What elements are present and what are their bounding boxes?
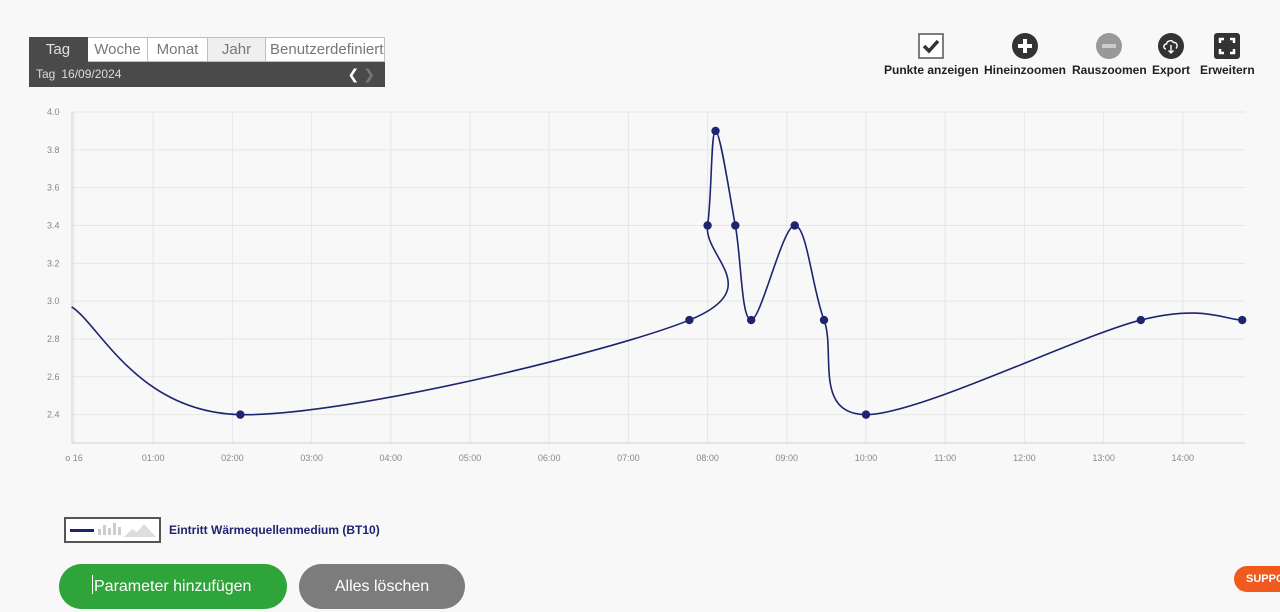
x-tick-label: 06:00 — [538, 453, 561, 463]
tab-year[interactable]: Jahr — [208, 37, 266, 62]
chevron-left-icon[interactable]: ❮ — [347, 66, 360, 82]
clear-all-button[interactable]: Alles löschen — [299, 564, 465, 609]
chart-legend[interactable]: Eintritt Wärmequellenmedium (BT10) — [64, 517, 380, 543]
support-button[interactable]: SUPPORT — [1234, 566, 1280, 592]
plus-circle-icon — [1012, 33, 1038, 59]
expand-label: Erweitern — [1200, 63, 1255, 77]
data-point — [861, 410, 871, 419]
data-point — [1136, 315, 1146, 325]
period-selector: Tag Woche Monat Jahr Benutzerdefiniert T… — [29, 37, 385, 87]
tab-week[interactable]: Woche — [88, 37, 148, 62]
y-tick-label: 3.4 — [47, 220, 60, 230]
cloud-download-icon — [1158, 33, 1184, 59]
y-tick-label: 4.0 — [47, 107, 60, 117]
add-parameter-button[interactable]: Parameter hinzufügen — [59, 564, 287, 609]
zoom-in-label: Hineinzoomen — [984, 63, 1067, 77]
data-point — [685, 315, 694, 325]
series-line — [71, 130, 1243, 416]
data-point — [746, 315, 756, 325]
show-points-toggle[interactable]: Punkte anzeigen — [884, 33, 979, 77]
range-label: Tag — [36, 67, 56, 81]
x-tick-label: 04:00 — [380, 453, 403, 463]
text-cursor — [92, 575, 93, 595]
zoom-out-button[interactable]: Rauszoomen — [1072, 33, 1147, 77]
fullscreen-icon — [1214, 33, 1241, 59]
y-tick-label: 2.4 — [47, 410, 60, 420]
show-points-label: Punkte anzeigen — [884, 63, 979, 77]
export-label: Export — [1152, 63, 1191, 77]
current-date: 16/09/2024 — [61, 67, 122, 81]
y-tick-label: 3.6 — [47, 183, 60, 193]
y-tick-label: 3.2 — [47, 258, 60, 268]
x-tick-label: o 16 — [65, 453, 83, 463]
period-tabs: Tag Woche Monat Jahr Benutzerdefiniert — [29, 37, 385, 62]
tab-custom[interactable]: Benutzerdefiniert — [266, 37, 385, 62]
minus-circle-icon — [1096, 33, 1123, 59]
export-button[interactable]: Export — [1152, 33, 1190, 77]
date-row: Tag 16/09/2024 ❮ ❯ — [29, 62, 385, 87]
x-tick-label: 03:00 — [300, 453, 323, 463]
x-tick-label: 02:00 — [221, 453, 244, 463]
checkbox-checked-icon — [918, 33, 945, 59]
y-tick-label: 3.0 — [47, 296, 60, 306]
legend-series-swatch[interactable] — [64, 517, 161, 543]
clear-all-label: Alles löschen — [334, 578, 430, 595]
expand-button[interactable]: Erweitern — [1200, 33, 1255, 77]
series-type-icon — [70, 523, 156, 537]
y-tick-label: 2.8 — [47, 334, 60, 344]
line-chart: 2.4 2.6 2.8 3.0 3.2 3.4 3.6 3.8 4.0 o 16 01:00 02:0… — [0, 100, 1280, 480]
x-tick-label: 01:00 — [142, 453, 165, 463]
y-tick-label: 3.8 — [47, 145, 60, 155]
data-point — [790, 221, 799, 230]
chart-svg: 2.4 2.6 2.8 3.0 3.2 3.4 3.6 3.8 4.0 o 16 01:00 02:0… — [47, 107, 1247, 463]
data-point — [819, 315, 829, 325]
x-tick-label: 09:00 — [776, 453, 799, 463]
x-tick-label: 08:00 — [696, 453, 719, 463]
x-tick-label: 07:00 — [617, 453, 640, 463]
x-tick-label: 12:00 — [1013, 453, 1036, 463]
data-point — [1238, 315, 1247, 325]
tab-month[interactable]: Monat — [148, 37, 208, 62]
data-point — [236, 410, 245, 419]
y-tick-label: 2.6 — [47, 372, 60, 382]
x-tick-label: 13:00 — [1092, 453, 1115, 463]
chevron-right-icon[interactable]: ❯ — [363, 66, 375, 82]
x-tick-label: 05:00 — [459, 453, 482, 463]
data-point — [703, 221, 712, 230]
x-tick-label: 10:00 — [855, 453, 878, 463]
data-point — [711, 126, 720, 136]
x-tick-label: 14:00 — [1172, 453, 1195, 463]
zoom-in-button[interactable]: Hineinzoomen — [984, 33, 1066, 77]
x-tick-label: 11:00 — [934, 453, 956, 463]
zoom-out-label: Rauszoomen — [1072, 63, 1147, 77]
tab-day[interactable]: Tag — [29, 37, 88, 62]
chart-toolbar: Punkte anzeigen Hineinzoomen Rauszoomen … — [880, 33, 1280, 83]
legend-label: Eintritt Wärmequellenmedium (BT10) — [169, 523, 380, 537]
data-point — [731, 221, 740, 230]
add-parameter-label: Parameter hinzufügen — [94, 578, 252, 595]
